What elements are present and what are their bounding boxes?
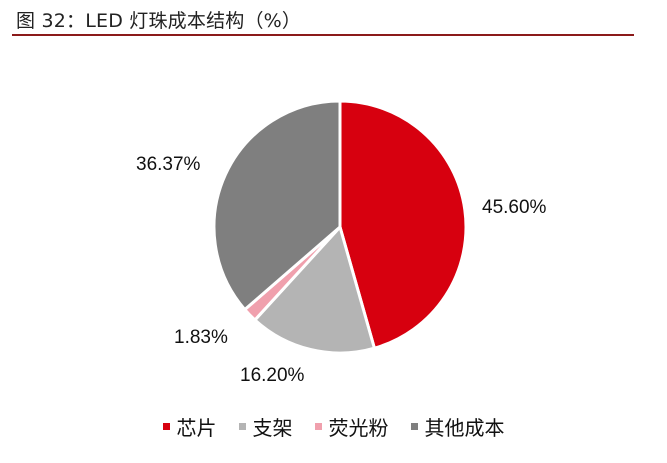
legend-label-other: 其他成本	[424, 416, 505, 440]
legend-item-phosphor: 荧光粉	[314, 412, 389, 441]
legend-swatch-phosphor	[314, 423, 322, 430]
legend-swatch-other	[410, 423, 418, 430]
legend-label-bracket: 支架	[252, 416, 293, 440]
legend-swatch-chip	[162, 423, 170, 430]
legend-item-bracket: 支架	[238, 412, 293, 441]
title-underline	[12, 34, 634, 36]
data-label-phosphor: 1.83%	[174, 327, 228, 348]
data-label-chip: 45.60%	[482, 197, 547, 218]
legend-item-chip: 芯片	[162, 412, 217, 441]
legend-label-phosphor: 荧光粉	[328, 416, 389, 440]
chart-legend: 芯片 支架 荧光粉 其他成本	[0, 412, 667, 441]
data-label-other: 36.37%	[136, 154, 201, 175]
data-label-bracket: 16.20%	[240, 365, 305, 386]
pie-slice-bracket	[253, 225, 376, 355]
pie-slice-chip	[338, 99, 468, 350]
figure-title: 图 32：LED 灯珠成本结构（%）	[16, 10, 302, 32]
legend-item-other: 其他成本	[410, 412, 505, 441]
pie-slice-other	[212, 99, 342, 312]
legend-swatch-bracket	[238, 423, 246, 430]
legend-label-chip: 芯片	[176, 416, 217, 440]
